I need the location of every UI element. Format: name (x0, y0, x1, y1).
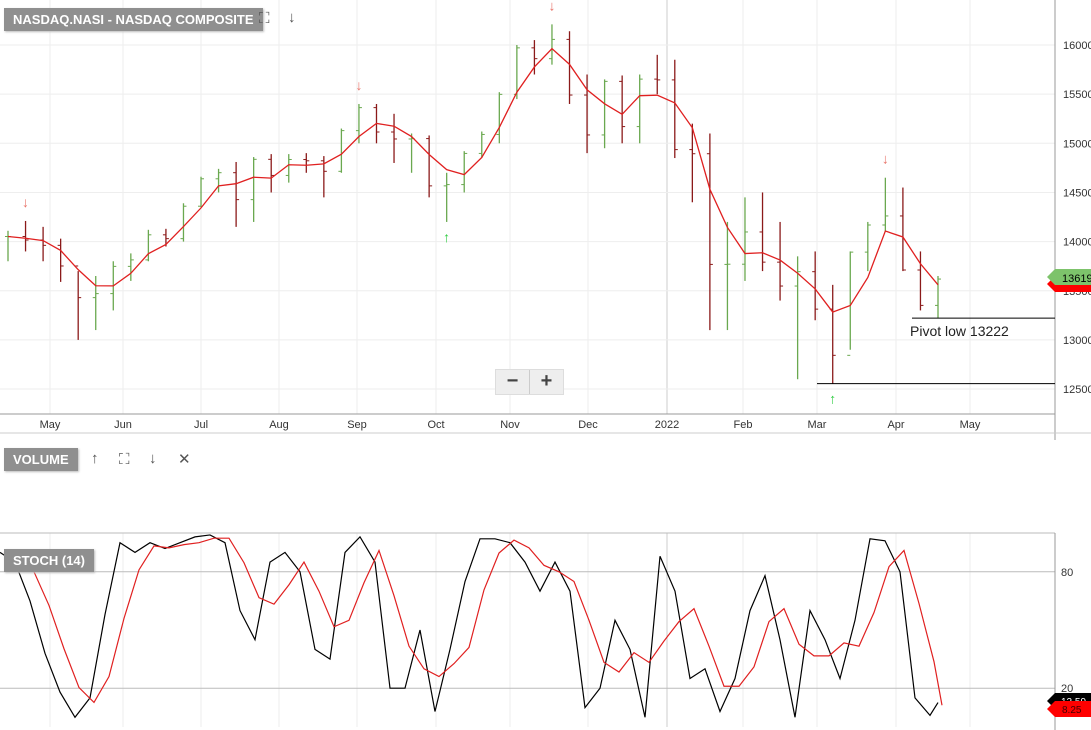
arrow-down-icon[interactable]: ↓ (149, 450, 157, 467)
arrow-down-icon[interactable]: ↓ (288, 9, 296, 26)
x-tick-label: Sep (347, 419, 367, 431)
y-tick-label: 12500 (1063, 384, 1091, 396)
y-tick-label: 14500 (1063, 187, 1091, 199)
x-tick-label: Jul (194, 419, 208, 431)
y-tick-label: 14000 (1063, 237, 1091, 249)
close-icon[interactable]: ✕ (178, 451, 191, 468)
x-tick-label: Mar (808, 419, 827, 431)
x-tick-label: Aug (269, 419, 289, 431)
zoom-in-button[interactable]: + (540, 370, 553, 392)
x-tick-label: Feb (734, 419, 753, 431)
y-tick-label: 16000 (1063, 40, 1091, 52)
signal-down-arrow-icon: ↓ (22, 194, 29, 210)
pivot-low-label: Pivot low 13222 (910, 323, 1009, 339)
stoch-tick-label: 20 (1061, 683, 1073, 695)
zoom-out-button[interactable]: − (496, 370, 530, 394)
x-tick-label: Jun (114, 419, 132, 431)
x-tick-label: May (960, 419, 981, 431)
stoch-panel-title: STOCH (14) (4, 549, 94, 572)
moving-average-line (7, 47, 939, 313)
last-price-label: 13619 (1062, 273, 1091, 285)
x-tick-label: Nov (500, 419, 520, 431)
stoch-d-value: 8.25 (1062, 705, 1082, 716)
stoch-tick-label: 80 (1061, 567, 1073, 579)
signal-up-arrow-icon: ↑ (829, 391, 836, 407)
stoch-d-line (3, 537, 943, 706)
signal-down-arrow-icon: ↓ (548, 0, 555, 13)
last-price-tag (1047, 269, 1091, 286)
x-tick-label: May (40, 419, 61, 431)
arrow-up-icon[interactable]: ↑ (91, 450, 99, 467)
stoch-d-tag (1047, 701, 1091, 717)
x-tick-label: Dec (578, 419, 598, 431)
chart-title: NASDAQ.NASI - NASDAQ COMPOSITE (4, 8, 263, 31)
y-tick-label: 15500 (1063, 89, 1091, 101)
signal-down-arrow-icon: ↓ (355, 77, 362, 93)
x-tick-label: Oct (427, 419, 444, 431)
zoom-control: − + (495, 369, 564, 395)
signal-down-arrow-icon: ↓ (882, 151, 889, 167)
x-tick-label: 2022 (655, 419, 679, 431)
expand-icon[interactable]: ⛶ (119, 451, 130, 468)
expand-icon[interactable]: ⛶ (259, 10, 270, 27)
stoch-k-line (0, 534, 939, 719)
y-tick-label: 15000 (1063, 138, 1091, 150)
y-tick-label: 13000 (1063, 335, 1091, 347)
x-tick-label: Apr (887, 419, 904, 431)
volume-panel-title: VOLUME (4, 448, 78, 471)
signal-up-arrow-icon: ↑ (443, 229, 450, 245)
